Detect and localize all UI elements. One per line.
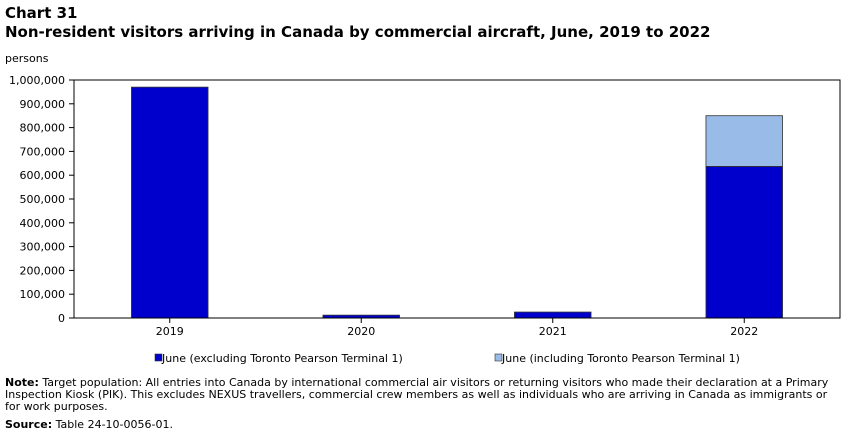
y-tick-label: 500,000 — [20, 193, 66, 206]
chart-title: Non-resident visitors arriving in Canada… — [5, 23, 711, 41]
chart-number: Chart 31 — [5, 4, 78, 22]
bar-2021-series-1 — [514, 311, 592, 319]
note-text: Target population: All entries into Cana… — [5, 376, 829, 413]
source-text: Table 24-10-0056-01. — [55, 418, 173, 431]
x-tick-label: 2019 — [156, 325, 184, 338]
bar-2022-series-2 — [705, 115, 783, 167]
y-tick-label: 100,000 — [20, 288, 66, 301]
bars-group — [131, 86, 783, 319]
y-tick-label: 1,000,000 — [9, 74, 65, 87]
y-axis: 0 100,000 200,000 300,000 400,000 500,000 600,… — [9, 74, 74, 325]
legend-label: June (excluding Toronto Pearson Terminal… — [161, 352, 403, 365]
x-tick-label: 2022 — [730, 325, 758, 338]
x-tick-label: 2020 — [347, 325, 375, 338]
bar-chart: 0 100,000 200,000 300,000 400,000 500,000 600,… — [9, 74, 841, 365]
legend-label: June (including Toronto Pearson Terminal… — [501, 352, 740, 365]
y-tick-label: 700,000 — [20, 145, 66, 158]
x-tick-label: 2021 — [539, 325, 567, 338]
chart-source: Source: Table 24-10-0056-01. — [5, 418, 173, 431]
legend-swatch — [494, 353, 503, 362]
x-axis: 2019 2020 2021 2022 — [156, 318, 758, 338]
y-tick-label: 200,000 — [20, 264, 66, 277]
legend: June (excluding Toronto Pearson Terminal… — [154, 352, 740, 365]
y-tick-label: 600,000 — [20, 169, 66, 182]
y-axis-unit-label: persons — [5, 52, 49, 65]
y-tick-label: 900,000 — [20, 98, 66, 111]
note-label: Note: — [5, 376, 39, 389]
legend-swatch — [154, 353, 163, 362]
bar-2019-series-1 — [131, 86, 209, 319]
bar-2022-series-1 — [705, 165, 783, 319]
y-tick-label: 400,000 — [20, 217, 66, 230]
chart-note: Note: Target population: All entries int… — [5, 377, 845, 413]
y-tick-label: 300,000 — [20, 241, 66, 254]
y-tick-label: 0 — [58, 312, 65, 325]
y-tick-label: 800,000 — [20, 122, 66, 135]
source-label: Source: — [5, 418, 53, 431]
